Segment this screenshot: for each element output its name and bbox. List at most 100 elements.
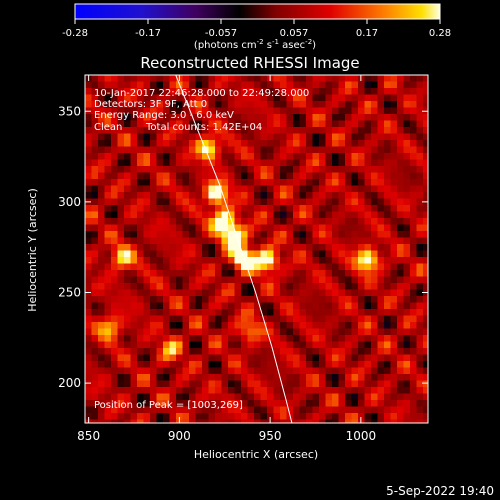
heatmap-cell — [403, 205, 411, 212]
heatmap-cell — [156, 276, 164, 284]
heatmap-cell — [150, 88, 157, 95]
heatmap-cell — [403, 413, 411, 420]
heatmap-cell — [273, 75, 281, 82]
heatmap-cell — [111, 153, 118, 160]
heatmap-cell — [410, 419, 417, 423]
heatmap-cell — [416, 419, 424, 423]
heatmap-cell — [397, 81, 404, 89]
heatmap-cell — [176, 198, 183, 206]
heatmap-cell — [319, 192, 326, 199]
heatmap-cell — [351, 419, 359, 423]
heatmap-cell — [208, 361, 216, 368]
heatmap-cell — [221, 127, 229, 134]
heatmap-cell — [403, 302, 411, 310]
heatmap-cell — [280, 231, 287, 238]
heatmap-cell — [117, 120, 125, 128]
heatmap-cell — [312, 159, 320, 167]
heatmap-cell — [124, 179, 131, 186]
heatmap-cell — [143, 283, 151, 290]
heatmap-cell — [176, 101, 183, 108]
heatmap-cell — [130, 192, 138, 199]
heatmap-cell — [85, 211, 92, 219]
heatmap-cell — [241, 120, 248, 128]
heatmap-cell — [241, 231, 248, 238]
heatmap-cell — [358, 270, 365, 277]
heatmap-cell — [137, 185, 144, 193]
heatmap-cell — [163, 127, 170, 134]
heatmap-cell — [273, 309, 281, 316]
heatmap-cell — [416, 348, 424, 355]
heatmap-cell — [299, 400, 307, 407]
heatmap-cell — [189, 120, 196, 128]
heatmap-cell — [345, 127, 352, 134]
heatmap-cell — [416, 159, 424, 167]
heatmap-cell — [319, 322, 326, 329]
heatmap-cell — [397, 88, 404, 95]
heatmap-cell — [176, 406, 183, 414]
heatmap-cell — [306, 361, 313, 368]
heatmap-cell — [98, 140, 105, 147]
heatmap-cell — [267, 406, 274, 414]
heatmap-cell — [143, 315, 151, 323]
heatmap-cell — [319, 341, 326, 349]
heatmap-cell — [267, 374, 274, 381]
heatmap-cell — [215, 231, 222, 238]
heatmap-cell — [416, 224, 424, 232]
heatmap-cell — [403, 393, 411, 401]
colorbar-tick-label: -0.28 — [62, 28, 88, 39]
heatmap-cell — [156, 400, 164, 407]
heatmap-cell — [221, 315, 229, 323]
heatmap-cell — [228, 257, 235, 264]
heatmap-cell — [182, 140, 190, 147]
heatmap-cell — [312, 127, 320, 134]
heatmap-cell — [104, 419, 112, 423]
heatmap-cell — [176, 374, 183, 381]
heatmap-cell — [384, 335, 391, 342]
heatmap-cell — [384, 270, 391, 277]
heatmap-cell — [143, 81, 151, 89]
heatmap-cell — [299, 406, 307, 414]
heatmap-cell — [85, 387, 92, 394]
heatmap-cell — [104, 107, 112, 115]
heatmap-cell — [423, 413, 428, 420]
heatmap-cell — [228, 237, 235, 245]
heatmap-cell — [286, 198, 294, 206]
heatmap-cell — [254, 257, 261, 264]
heatmap-cell — [293, 328, 300, 336]
heatmap-cell — [371, 114, 378, 121]
heatmap-cell — [156, 140, 164, 147]
heatmap-cell — [384, 114, 391, 121]
heatmap-cell — [325, 231, 333, 238]
heatmap-cell — [137, 328, 144, 336]
heatmap-cell — [410, 270, 417, 277]
heatmap-cell — [228, 309, 235, 316]
heatmap-cell — [416, 283, 424, 290]
heatmap-cell — [371, 406, 378, 414]
heatmap-cell — [306, 159, 313, 167]
heatmap-cell — [156, 406, 164, 414]
heatmap-cell — [215, 75, 222, 82]
heatmap-cell — [104, 75, 112, 82]
heatmap-cell — [351, 361, 359, 368]
heatmap-cell — [137, 406, 144, 414]
heatmap-cell — [397, 374, 404, 381]
heatmap-cell — [306, 140, 313, 147]
heatmap-cell — [416, 270, 424, 277]
heatmap-cell — [156, 107, 164, 115]
heatmap-cell — [143, 270, 151, 277]
heatmap-cell — [156, 81, 164, 89]
heatmap-cell — [221, 159, 229, 167]
heatmap-cell — [325, 348, 333, 355]
heatmap-cell — [150, 159, 157, 167]
heatmap-cell — [176, 257, 183, 264]
heatmap-cell — [358, 94, 365, 102]
heatmap-cell — [410, 218, 417, 225]
heatmap-cell — [189, 322, 196, 329]
heatmap-cell — [124, 354, 131, 362]
heatmap-cell — [150, 127, 157, 134]
heatmap-cell — [410, 166, 417, 173]
heatmap-cell — [260, 348, 268, 355]
heatmap-cell — [104, 302, 112, 310]
heatmap-cell — [416, 328, 424, 336]
heatmap-cell — [91, 406, 99, 414]
